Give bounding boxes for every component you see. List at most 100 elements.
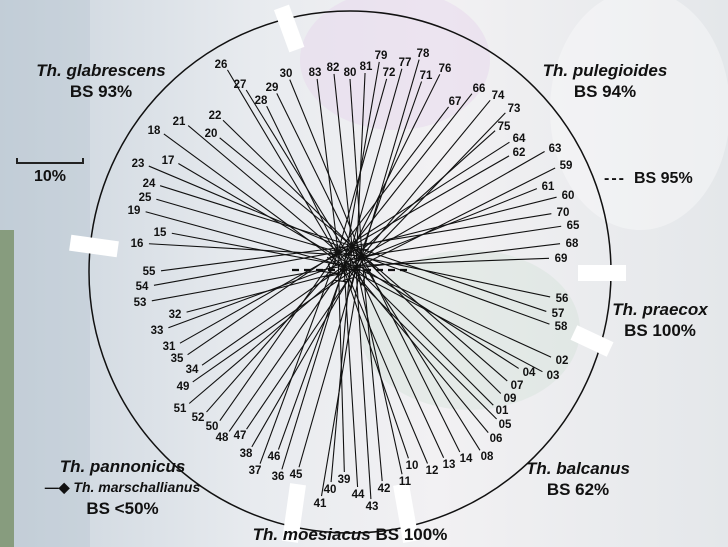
leaf-label: 77 <box>399 57 412 69</box>
group-glabrescens: Th. glabrescens BS 93% <box>16 60 186 102</box>
leaf-label: 42 <box>378 483 391 495</box>
separator-right <box>578 265 626 281</box>
reticulation-edge <box>342 277 353 282</box>
branch-line <box>156 198 339 253</box>
group-name: Th. glabrescens <box>36 61 166 80</box>
branch-line <box>351 245 481 451</box>
leaf-label: 15 <box>154 227 167 239</box>
leaf-label: 21 <box>173 116 186 128</box>
leaf-label: 06 <box>490 433 503 445</box>
group-name: Th. pulegioides <box>542 61 668 80</box>
reticulation-edge <box>327 263 332 272</box>
leaf-label: 49 <box>177 381 190 393</box>
reticulation-edge <box>334 243 339 256</box>
group-name: Th. pannonicus <box>59 457 186 476</box>
reticulation-edge <box>333 279 347 283</box>
group-support: BS 93% <box>69 82 133 101</box>
leaf-label: 07 <box>511 380 524 392</box>
reticulation-edge <box>316 270 339 275</box>
branch-line <box>361 255 550 325</box>
leaf-label: 63 <box>549 143 562 155</box>
branch-lines <box>145 59 562 500</box>
branch-line <box>343 265 497 420</box>
leaf-label: 19 <box>128 205 141 217</box>
branch-line <box>355 112 506 269</box>
leaf-label: 53 <box>134 297 147 309</box>
branch-line <box>163 133 345 267</box>
branch-line <box>187 251 339 356</box>
branch-line <box>351 155 510 247</box>
branch-line <box>361 255 383 482</box>
leaf-label: 61 <box>542 181 555 193</box>
branch-line <box>330 245 353 483</box>
branch-line <box>206 245 353 413</box>
reticulation-edge <box>324 272 346 278</box>
branch-line <box>159 185 353 247</box>
leaf-label: 44 <box>352 489 365 501</box>
reticulation-edge <box>353 248 369 251</box>
branch-line <box>316 78 339 253</box>
leaf-label: 25 <box>139 192 152 204</box>
branch-line <box>145 211 345 267</box>
leaf-label: 13 <box>443 459 456 471</box>
reticulation-edge <box>329 249 337 263</box>
branch-line <box>343 265 429 464</box>
leaf-label: 34 <box>186 364 199 376</box>
branch-line <box>351 213 552 247</box>
branch-line <box>355 267 372 500</box>
branch-line <box>188 255 363 404</box>
branch-line <box>337 78 388 253</box>
separator-bottom-right <box>393 483 419 543</box>
leaf-label: 74 <box>492 90 505 102</box>
branch-line <box>343 74 441 267</box>
group-moesiacus: Th. moesiacus BS 100% <box>230 524 470 545</box>
reticulation-edge <box>368 260 377 270</box>
reticulation-edge <box>326 256 341 267</box>
leaf-label: 05 <box>499 419 512 431</box>
branch-line <box>259 251 339 464</box>
branch-line <box>351 245 508 382</box>
branch-line <box>355 267 552 358</box>
group-balcanus: Th. balcanus BS 62% <box>508 458 648 500</box>
branch-line <box>276 93 353 247</box>
group-subname: —◆ Th. marschallianus <box>44 479 201 495</box>
leaf-label: 51 <box>174 403 187 415</box>
bs95-legend: --- BS 95% <box>604 170 693 188</box>
leaf-label: 54 <box>136 281 149 293</box>
leaf-label: 08 <box>481 451 494 463</box>
branch-line <box>337 141 510 253</box>
leaf-label: 72 <box>383 67 396 79</box>
leaf-label: 20 <box>205 128 218 140</box>
reticulation-edge <box>359 265 370 274</box>
branch-line <box>187 125 339 253</box>
group-name: Th. balcanus <box>526 459 630 478</box>
leaf-label: 55 <box>143 266 156 278</box>
group-praecox: Th. praecox BS 100% <box>602 299 718 341</box>
group-support: BS 62% <box>546 480 610 499</box>
scale-bar: 10% <box>16 158 84 186</box>
leaf-label: 12 <box>426 465 439 477</box>
leaf-label: 37 <box>249 465 262 477</box>
leaf-label: 57 <box>552 308 565 320</box>
leaf-label: 04 <box>523 367 536 379</box>
leaf-label: 71 <box>420 70 433 82</box>
branch-line <box>219 137 353 247</box>
reticulation-edge <box>350 272 356 290</box>
leaf-label: 01 <box>496 405 509 417</box>
branch-line <box>333 73 353 247</box>
group-support: BS 100% <box>624 321 696 340</box>
leaf-label: 40 <box>324 484 337 496</box>
scale-bar-label: 10% <box>33 168 67 185</box>
leaf-label: 68 <box>566 238 579 250</box>
leaf-label: 02 <box>556 355 569 367</box>
leaf-label: 59 <box>560 160 573 172</box>
branch-line <box>343 265 543 373</box>
group-separators <box>69 4 626 543</box>
branch-line <box>349 78 363 257</box>
leaf-label: 35 <box>171 353 184 365</box>
dashed-line-icon: --- <box>604 170 626 187</box>
group-support: BS <50% <box>86 499 159 518</box>
branch-line <box>351 245 403 475</box>
separator-right-lower <box>570 325 614 357</box>
branch-line <box>361 225 562 257</box>
